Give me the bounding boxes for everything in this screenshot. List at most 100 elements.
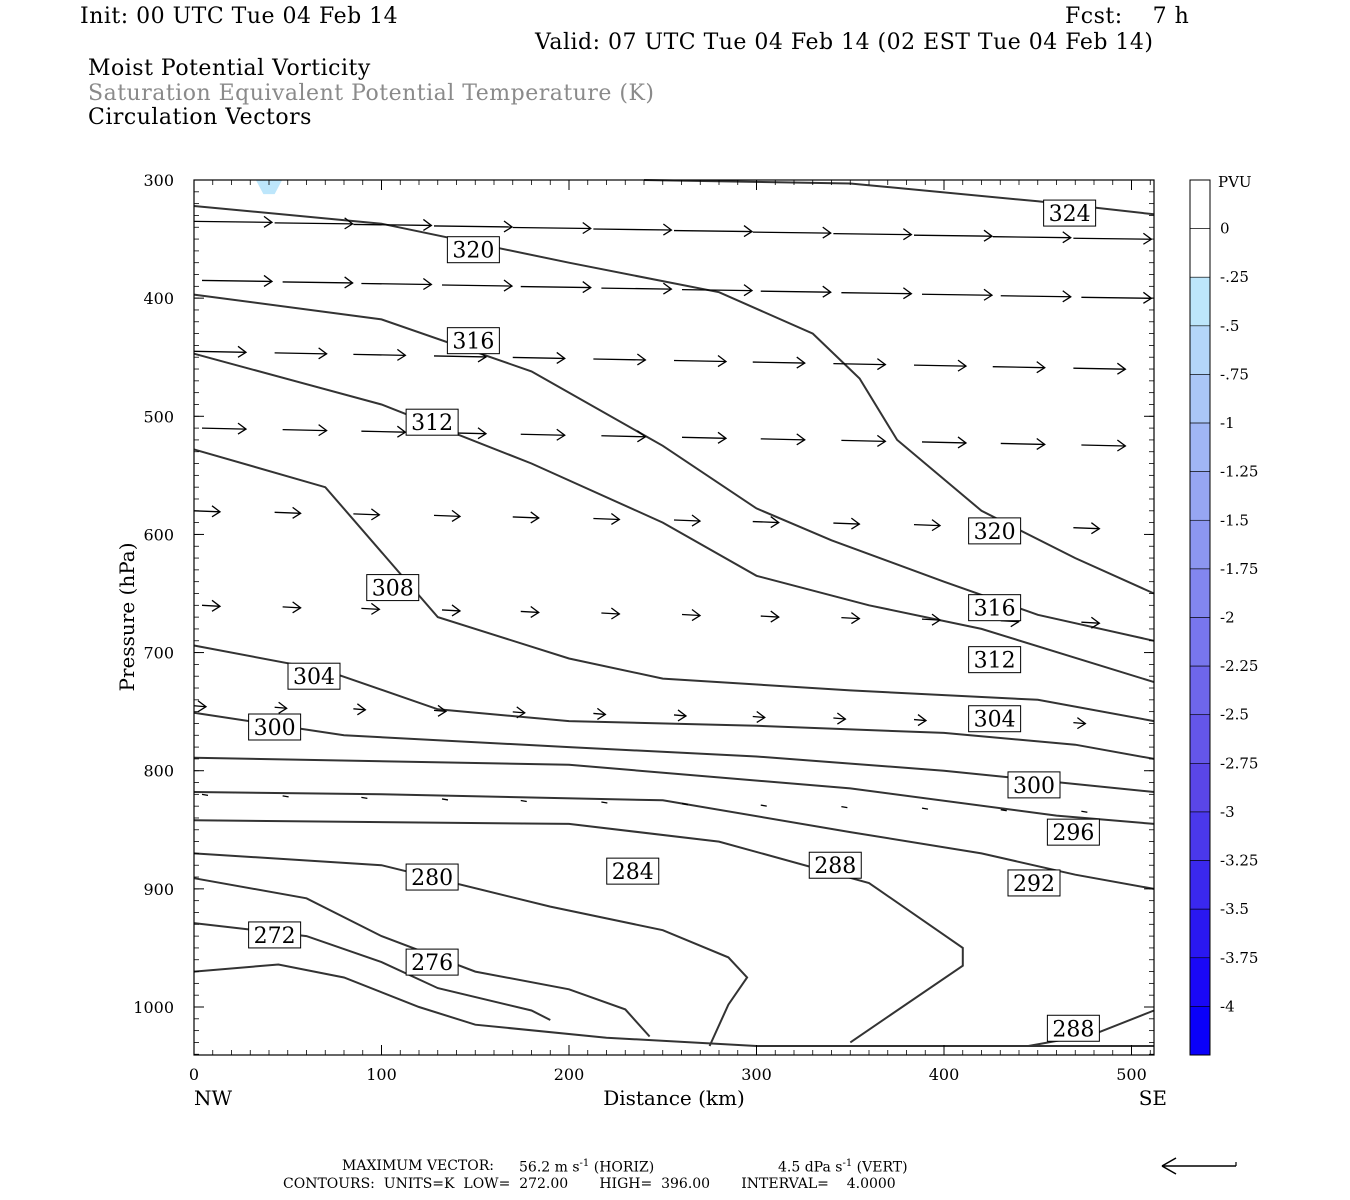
circulation-vector-head — [770, 610, 780, 623]
circulation-vector-head — [344, 276, 354, 289]
circulation-vector — [361, 607, 380, 611]
circulation-vector — [752, 520, 779, 524]
circulation-vector — [433, 709, 447, 712]
circulation-vector-head — [318, 347, 328, 360]
legend-label: -3 — [1220, 803, 1235, 821]
y-axis-label: Pressure (hPa) — [115, 543, 139, 692]
legend-swatch — [1189, 617, 1211, 667]
circulation-vector — [441, 609, 461, 612]
contour-280-line — [193, 877, 651, 1038]
circulation-vector-head — [876, 434, 887, 447]
circulation-vector — [593, 712, 606, 716]
circulation-vector — [992, 366, 1045, 369]
circulation-vector-head — [292, 506, 302, 519]
circulation-vector — [601, 612, 620, 615]
circulation-vector — [441, 798, 449, 801]
circulation-vector — [433, 514, 461, 518]
circulation-vector — [760, 804, 767, 807]
y-tick-label: 400 — [143, 289, 174, 308]
legend-label: -1.75 — [1220, 560, 1258, 578]
circulation-vector — [841, 805, 848, 809]
circulation-vector-head — [370, 508, 381, 521]
max-vector-horiz-value: 56.2 m s — [519, 1159, 580, 1176]
circulation-vector-head — [610, 512, 621, 526]
circulation-vector — [752, 361, 805, 364]
contour-label-296-7: 296 — [1052, 821, 1094, 846]
legend-swatch — [1189, 568, 1211, 618]
circulation-vector — [833, 717, 846, 720]
legend-swatch — [1189, 519, 1211, 570]
circulation-vector-head — [396, 348, 407, 361]
circulation-vector-head — [197, 700, 208, 713]
circulation-vector — [520, 610, 539, 614]
circulation-vector — [512, 356, 565, 360]
contour-label-276-13: 276 — [411, 951, 453, 976]
circulation-vector-head — [422, 277, 433, 291]
circulation-vector — [921, 293, 993, 296]
circulation-vector-head — [850, 612, 861, 625]
circulation-vector — [1081, 810, 1088, 813]
circulation-vector — [201, 793, 209, 796]
circulation-vector — [433, 355, 487, 358]
horiz-tag: (HORIZ) — [593, 1159, 655, 1176]
circulation-vector-head — [556, 428, 566, 441]
circulation-vector — [913, 718, 927, 722]
contour-label-box-300-6 — [248, 713, 302, 741]
x-end-right-label: SE — [1139, 1086, 1167, 1110]
circulation-vector-head — [596, 707, 607, 720]
circulation-vector-head — [237, 345, 248, 358]
contour-label-box-272-14 — [248, 921, 302, 949]
contour-label-box-292-8 — [1007, 869, 1061, 897]
legend-swatch — [1189, 422, 1211, 472]
contour-label-324-0: 324 — [1049, 202, 1091, 227]
circulation-vector — [201, 279, 273, 283]
circulation-vector — [921, 441, 967, 444]
circulation-vector-head — [822, 285, 832, 298]
legend-swatch — [1189, 471, 1211, 521]
circulation-vector-head — [957, 359, 968, 372]
legend-frame — [1189, 179, 1211, 1056]
circulation-vector — [833, 362, 886, 366]
circulation-vector — [282, 795, 289, 798]
circulation-vector-head — [902, 287, 913, 300]
circulation-vector — [193, 350, 247, 353]
exp-vert: -1 — [842, 1158, 853, 1169]
circulation-vector — [353, 353, 406, 357]
circulation-vector — [441, 284, 513, 287]
circulation-vector — [361, 796, 368, 800]
contour-label-box-304-5b — [968, 705, 1022, 733]
circulation-vector — [193, 220, 273, 223]
legend-label: -2 — [1220, 609, 1235, 627]
circulation-vector — [841, 439, 886, 443]
circulation-vector — [361, 430, 406, 433]
contour-label-box-304-5 — [287, 662, 341, 690]
legend-swatch — [1189, 228, 1211, 278]
circulation-vector-head — [211, 599, 222, 612]
contour-label-316-2: 316 — [452, 330, 494, 355]
circulation-vector — [593, 228, 672, 231]
contour-288-line — [193, 819, 964, 1044]
contour-label-320-1: 320 — [452, 239, 494, 264]
circulation-vector — [760, 438, 805, 441]
contour-292-line — [193, 791, 1155, 890]
circulation-vector-head — [717, 355, 728, 368]
circulation-vector-head — [356, 703, 367, 716]
contour-label-300-6: 300 — [254, 716, 296, 741]
circulation-vector-head — [477, 427, 488, 440]
circulation-vector — [201, 604, 221, 607]
circulation-vector — [833, 522, 860, 525]
circulation-vector — [353, 513, 380, 516]
circulation-vector-head — [344, 217, 354, 230]
circulation-vector — [353, 708, 366, 711]
circulation-vector-head — [770, 516, 780, 529]
circulation-vector — [520, 433, 565, 436]
circulation-vector — [520, 799, 527, 803]
exp-horiz: -1 — [579, 1158, 590, 1169]
circulation-vector-head — [983, 288, 994, 301]
contour-304-line — [193, 644, 1155, 760]
legend-swatch — [1189, 811, 1211, 861]
circulation-vector — [913, 523, 941, 527]
circulation-vector — [601, 287, 672, 290]
circulation-vector-head — [503, 220, 514, 233]
contour-label-box-312-3b — [968, 646, 1022, 674]
